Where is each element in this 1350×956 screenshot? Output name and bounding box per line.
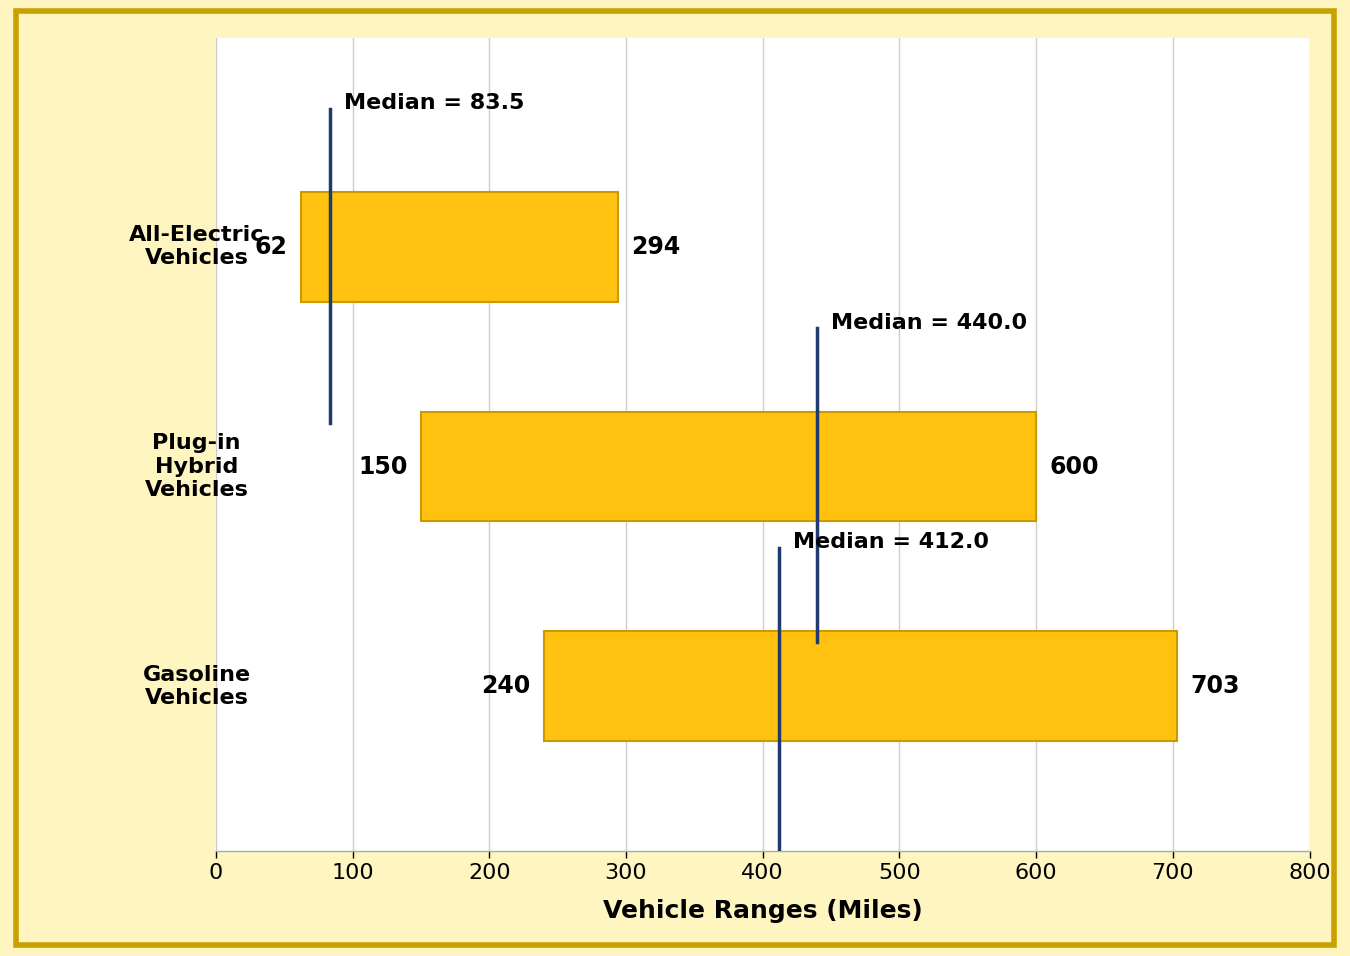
Text: 600: 600 [1050, 454, 1099, 479]
Text: 240: 240 [481, 674, 531, 698]
Text: 294: 294 [632, 235, 680, 259]
Text: Median = 412.0: Median = 412.0 [792, 532, 988, 553]
X-axis label: Vehicle Ranges (Miles): Vehicle Ranges (Miles) [603, 900, 922, 923]
Bar [301, 192, 618, 302]
Bar [544, 631, 1177, 741]
Text: 150: 150 [358, 454, 408, 479]
Bar [421, 412, 1037, 521]
Text: 703: 703 [1191, 674, 1241, 698]
Text: 62: 62 [254, 235, 288, 259]
Text: Median = 440.0: Median = 440.0 [832, 313, 1027, 333]
Text: Median = 83.5: Median = 83.5 [344, 93, 524, 113]
